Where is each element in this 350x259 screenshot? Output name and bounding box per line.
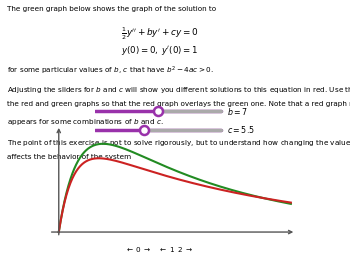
Text: The green graph below shows the graph of the solution to: The green graph below shows the graph of… (7, 6, 216, 12)
Text: appears for some combinations of $b$ and $c$.: appears for some combinations of $b$ and… (7, 117, 164, 127)
Text: for some particular values of $b$, $c$ that have $b^2 - 4ac > 0$.: for some particular values of $b$, $c$ t… (7, 65, 214, 77)
Text: $b = 7$: $b = 7$ (227, 105, 248, 117)
Text: $c = 5.5$: $c = 5.5$ (227, 124, 255, 135)
Text: the red and green graphs so that the red graph overlays the green one. Note that: the red and green graphs so that the red… (7, 101, 350, 107)
Text: $\leftarrow \; 0 \; \rightarrow \quad \leftarrow \; 1 \;\; 2 \; \rightarrow$: $\leftarrow \; 0 \; \rightarrow \quad \l… (125, 244, 193, 254)
Text: $\frac{1}{2}y'' + by' + cy = 0$: $\frac{1}{2}y'' + by' + cy = 0$ (121, 26, 198, 42)
Text: Adjusting the sliders for $b$ and $c$ will show you different solutions to this : Adjusting the sliders for $b$ and $c$ wi… (7, 85, 350, 95)
Text: The point of this exercise is not to solve rigorously, but to understand how cha: The point of this exercise is not to sol… (7, 138, 350, 148)
Text: $y(0) = 0, \; y'(0) = 1$: $y(0) = 0, \; y'(0) = 1$ (121, 44, 198, 57)
Text: affects the behavior of the system: affects the behavior of the system (7, 154, 131, 160)
